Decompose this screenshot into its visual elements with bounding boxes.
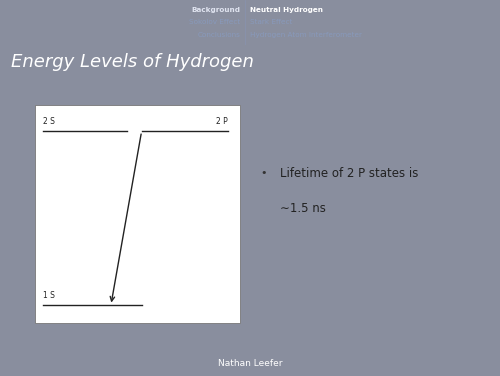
Text: Lifetime of 2 P states is: Lifetime of 2 P states is <box>280 167 418 180</box>
Text: Stark Effect: Stark Effect <box>250 20 292 26</box>
Text: Background: Background <box>191 7 240 13</box>
Text: •: • <box>260 168 266 178</box>
Text: 1 S: 1 S <box>43 291 55 300</box>
Text: Hydrogen Atom Interferometer: Hydrogen Atom Interferometer <box>250 32 362 38</box>
Text: Nathan Leefer: Nathan Leefer <box>218 358 282 367</box>
Text: Energy Levels of Hydrogen: Energy Levels of Hydrogen <box>11 53 254 71</box>
Text: Neutral Hydrogen: Neutral Hydrogen <box>250 7 323 13</box>
Text: Sokolov Effect: Sokolov Effect <box>189 20 240 26</box>
Text: Conclusions: Conclusions <box>197 32 240 38</box>
Text: 2 S: 2 S <box>43 117 55 126</box>
Text: 2 P: 2 P <box>216 117 228 126</box>
Text: ∼1.5 ns: ∼1.5 ns <box>280 202 326 215</box>
Bar <box>35 105 240 323</box>
